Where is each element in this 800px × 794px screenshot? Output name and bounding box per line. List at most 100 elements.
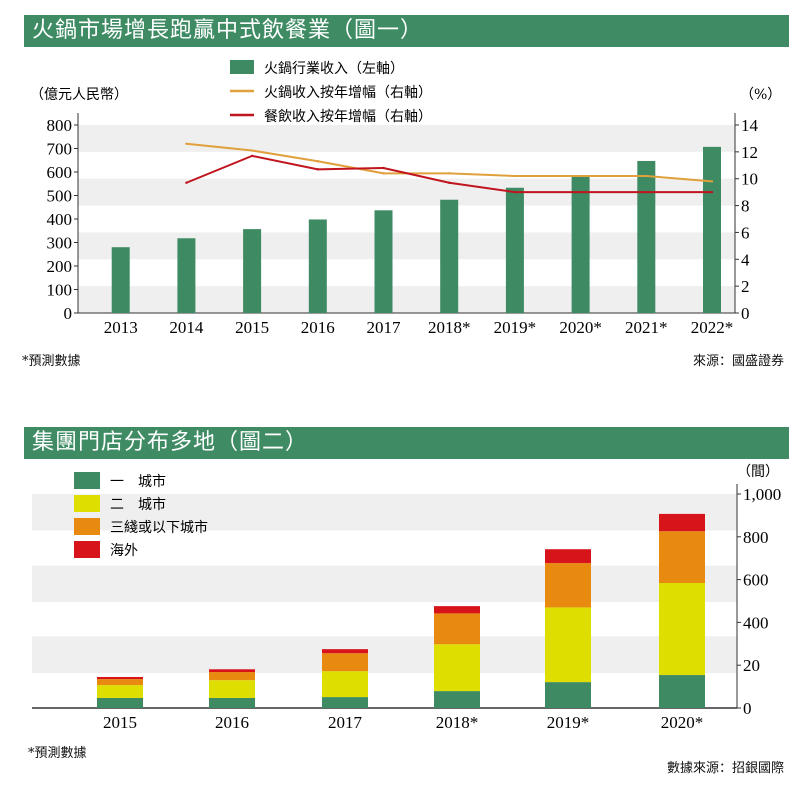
tick-label: 400: [743, 613, 769, 632]
left-tick-label: 500: [47, 187, 73, 206]
line-point: [645, 190, 648, 194]
line-point: [316, 160, 320, 163]
line-point: [579, 174, 582, 178]
bar-2018*: [440, 199, 459, 313]
grid-band: [78, 125, 735, 152]
line-point: [513, 190, 517, 194]
bar-2016: [308, 219, 327, 313]
x-tick-label: 2018*: [428, 318, 471, 337]
axis-label: （間）: [737, 464, 779, 480]
line-point: [645, 174, 648, 178]
bar-2020*: [571, 176, 590, 313]
right-tick-label: 14: [741, 116, 759, 135]
line-point: [382, 166, 385, 170]
line-point: [316, 168, 320, 171]
legend-swatch: [74, 541, 100, 558]
bar-2019*: [505, 187, 524, 313]
x-tick-label: 2017: [328, 713, 363, 732]
legend-label: 三綫或以下城市: [110, 519, 208, 536]
grid-band: [32, 565, 737, 603]
legend-label: 火鍋收入按年增幅（右軸）: [264, 85, 432, 101]
line-point: [448, 181, 451, 184]
bar-segment-2019*-0: [545, 682, 591, 708]
legend-label: 二 城市: [110, 496, 166, 513]
line-point: [250, 149, 254, 152]
bar-segment-2020*-2: [659, 531, 705, 584]
legend-swatch: [74, 472, 100, 489]
line-point: [185, 181, 188, 184]
x-tick-label: 2020*: [661, 713, 704, 732]
bar-segment-2018*-1: [434, 644, 480, 692]
bar-segment-2018*-2: [434, 613, 480, 645]
tick-label: 0: [743, 699, 752, 718]
x-tick-label: 2017: [367, 318, 402, 337]
tick-label: 600: [743, 571, 769, 590]
left-tick-label: 300: [47, 234, 73, 253]
grid-band: [32, 494, 737, 531]
line-point: [448, 172, 451, 175]
bar-2014: [177, 238, 196, 313]
bar-segment-2019*-1: [545, 607, 591, 683]
bar-segment-2018*-3: [434, 606, 480, 614]
tick-label: 800: [743, 528, 769, 547]
bar-segment-2016-1: [209, 680, 255, 698]
bar-segment-2019*-2: [545, 563, 591, 608]
legend-swatch: [74, 495, 100, 512]
bar-segment-2017-2: [322, 653, 368, 672]
bar-2015: [243, 229, 262, 313]
chart1: 0 100 200 300 400 500 600 700 800 0 2 4 6 8 10 12 14 （億元人…: [30, 60, 781, 337]
left-tick-label: 400: [47, 210, 73, 229]
bar-2017: [374, 210, 393, 313]
legend-label: 海外: [110, 543, 138, 559]
chart2-footnote: *預測數據: [28, 746, 87, 761]
legend-swatch: [74, 518, 100, 535]
bar-segment-2020*-0: [659, 675, 705, 708]
x-tick-label: 2020*: [559, 318, 602, 337]
chart1-source: 來源：國盛證券: [692, 354, 784, 369]
x-tick-label: 2013: [104, 318, 138, 337]
right-tick-label: 0: [741, 304, 750, 323]
bar-2013: [111, 247, 130, 313]
right-tick-label: 4: [741, 250, 750, 269]
bar-segment-2015-2: [97, 679, 143, 686]
right-tick-label: 2: [741, 277, 750, 296]
line-point: [513, 174, 517, 178]
legend-label: 餐飲收入按年增幅（右軸）: [264, 109, 432, 125]
grid-band: [32, 636, 737, 674]
bar-segment-2015-0: [97, 697, 143, 708]
x-tick-label: 2018*: [436, 713, 479, 732]
x-tick-label: 2021*: [625, 318, 668, 337]
chart2-source: 數據來源：招銀國際: [666, 761, 784, 776]
right-tick-label: 6: [741, 223, 750, 242]
bar-segment-2020*-3: [659, 513, 705, 532]
left-tick-label: 200: [47, 257, 73, 276]
left-tick-label: 0: [64, 304, 73, 323]
line-point: [579, 190, 582, 194]
bar-segment-2017-0: [322, 697, 368, 708]
bar-2022*: [703, 146, 722, 313]
legend-label: 一 城市: [110, 473, 166, 490]
chart1-title: 火鍋市場增長跑贏中式飲餐業（圖一）: [24, 15, 789, 47]
x-tick-label: 2014: [169, 318, 204, 337]
right-tick-label: 8: [741, 197, 750, 216]
bar-2021*: [637, 160, 656, 313]
x-tick-label: 2016: [215, 713, 249, 732]
left-tick-label: 100: [47, 281, 73, 300]
bar-segment-2017-1: [322, 671, 368, 698]
line-point: [710, 190, 714, 194]
bar-segment-2016-0: [209, 697, 255, 708]
bar-segment-2015-1: [97, 685, 143, 698]
bar-segment-2017-3: [322, 649, 368, 654]
right-tick-label: 12: [741, 143, 758, 162]
line-point: [250, 154, 254, 158]
right-axis-label: （%）: [740, 87, 781, 103]
x-tick-label: 2016: [301, 318, 335, 337]
x-tick-label: 2022*: [691, 318, 734, 337]
line-point: [710, 180, 714, 183]
left-tick-label: 800: [47, 116, 73, 135]
bar-segment-2018*-0: [434, 691, 480, 708]
bar-segment-2015-3: [97, 676, 143, 680]
bar-segment-2020*-1: [659, 583, 705, 676]
